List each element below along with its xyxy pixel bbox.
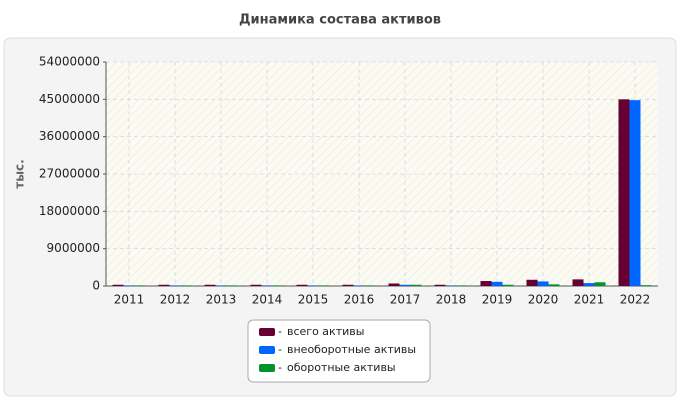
legend-label: внеоборотные активы <box>287 343 416 356</box>
bar <box>388 283 400 286</box>
bar <box>502 284 514 286</box>
bar <box>353 285 365 286</box>
bar <box>180 285 192 286</box>
bar <box>272 285 284 286</box>
bar <box>112 284 124 286</box>
bar <box>204 284 216 286</box>
legend-swatch <box>259 328 275 336</box>
bar <box>399 284 411 286</box>
y-tick-label: 18000000 <box>39 204 100 218</box>
bar <box>123 285 135 286</box>
legend <box>247 319 431 383</box>
bar <box>296 284 308 286</box>
y-tick-label: 36000000 <box>39 129 100 143</box>
legend-swatch <box>259 364 275 372</box>
bar <box>456 285 468 286</box>
legend-swatch <box>259 346 275 354</box>
bar <box>226 285 238 286</box>
x-tick-label: 2017 <box>390 293 421 307</box>
legend-label: всего активы <box>287 325 364 338</box>
y-tick-label: 54000000 <box>39 55 100 69</box>
bar <box>480 281 492 286</box>
bar <box>572 279 584 286</box>
x-tick-label: 2012 <box>160 293 191 307</box>
y-tick-label: 45000000 <box>39 92 100 106</box>
bar <box>434 284 446 286</box>
x-tick-label: 2018 <box>436 293 467 307</box>
x-tick-label: 2011 <box>114 293 145 307</box>
bar <box>548 284 560 286</box>
bar <box>537 281 549 286</box>
x-tick-label: 2016 <box>344 293 375 307</box>
bar <box>526 279 538 286</box>
chart-title: Динамика состава активов <box>239 13 441 28</box>
bar <box>307 285 319 286</box>
bar <box>364 285 376 286</box>
legend-dash: - <box>278 325 282 338</box>
bar <box>261 285 273 286</box>
bar <box>594 282 606 286</box>
x-tick-label: 2014 <box>252 293 283 307</box>
x-tick-label: 2013 <box>206 293 237 307</box>
x-tick-label: 2020 <box>528 293 559 307</box>
x-tick-label: 2019 <box>482 293 513 307</box>
y-tick-label: 9000000 <box>47 241 100 255</box>
y-axis-label: тыс. <box>13 159 27 188</box>
bar <box>618 99 630 286</box>
bar <box>250 284 262 286</box>
bar <box>158 284 170 286</box>
bar <box>583 283 595 286</box>
x-tick-label: 2015 <box>298 293 329 307</box>
x-tick-label: 2021 <box>574 293 605 307</box>
bar <box>169 285 181 286</box>
bar <box>640 285 652 286</box>
x-tick-label: 2022 <box>620 293 651 307</box>
legend-dash: - <box>278 343 282 356</box>
y-tick-label: 27000000 <box>39 167 100 181</box>
bar <box>318 285 330 286</box>
bar <box>342 284 354 286</box>
bar <box>410 284 422 286</box>
bar <box>215 285 227 286</box>
bar <box>134 285 146 286</box>
bar <box>629 100 641 286</box>
bar <box>491 281 503 286</box>
y-tick-label: 0 <box>92 279 100 293</box>
bar <box>445 285 457 286</box>
legend-dash: - <box>278 361 282 374</box>
legend-label: оборотные активы <box>287 361 396 374</box>
